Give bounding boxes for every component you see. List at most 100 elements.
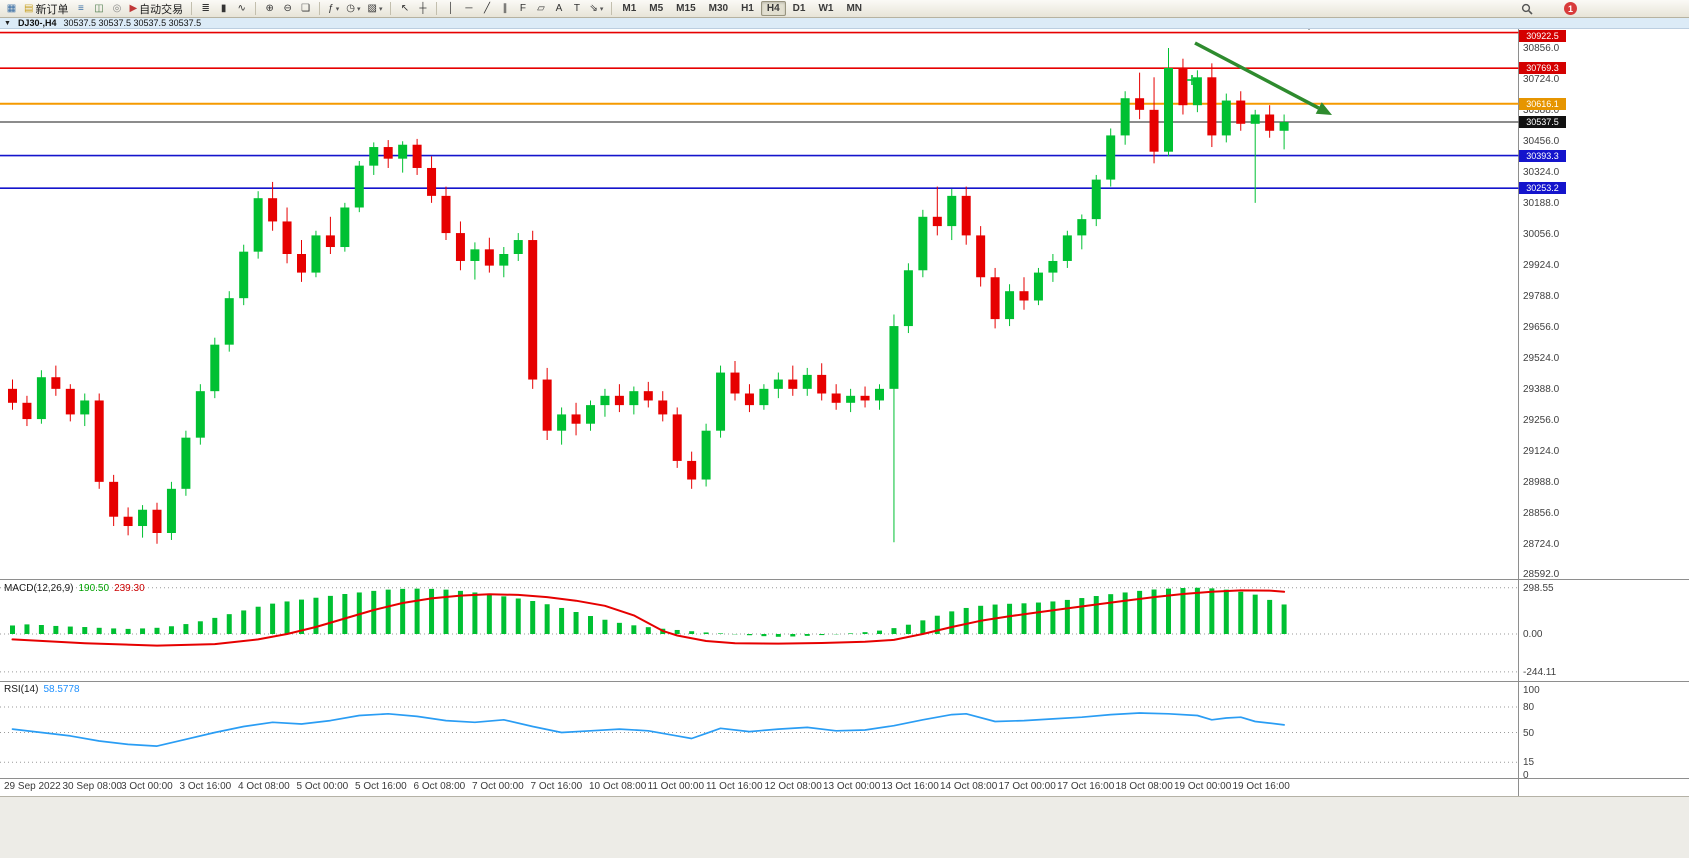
candle-body [528,240,538,380]
zoom-in-icon: ⊕ [265,2,274,14]
fibonacci-button[interactable]: F [514,1,531,16]
candle-body [398,144,408,159]
candle-body [297,253,306,273]
tile-windows-icon: ❏ [301,2,311,14]
indicators-button[interactable]: ƒ ▾ [325,1,342,16]
candle-body [412,144,422,168]
timeframe-m15-button[interactable]: M15 [670,1,701,16]
cursor-icon: ↖ [400,2,410,14]
timeframe-h1-button[interactable]: H1 [735,1,760,16]
periods-button[interactable]: ◷ ▾ [343,1,363,16]
templates-button[interactable]: ▧ ▾ [364,1,385,16]
toolbar-separator [191,2,193,15]
periods-icon: ◷ [346,2,355,14]
timeframe-m1-button[interactable]: M1 [616,1,642,16]
new-order-icon: ▤ [24,2,34,14]
candle-body [224,298,234,345]
candlestick-button[interactable]: ▮ [215,1,232,16]
toolbar-separator [319,2,321,15]
notification-badge[interactable]: 1 [1564,2,1577,15]
candle-body [1048,260,1058,273]
text-button[interactable]: A [550,1,567,16]
search-icon [1521,3,1533,15]
candle-body [773,379,783,389]
candle-body [961,195,971,236]
candle-body [123,516,133,527]
candle-body [586,405,595,424]
rsi-line [11,712,1285,747]
zoom-out-button[interactable]: ⊖ [279,1,296,16]
autotrade-button[interactable]: ▶ 自动交易 [126,1,186,16]
cursor-button[interactable]: ↖ [396,1,413,16]
timeframe-toolbar: M1 M5 M15 M30 H1 H4 D1 W1 MN [616,1,868,16]
chart-symbol-period: DJ30-,H4 [17,18,57,28]
charts-icon: ▦ [6,2,17,14]
timeframe-m5-button[interactable]: M5 [643,1,669,16]
candle-body [94,400,104,482]
new-order-button[interactable]: ▤ 新订单 [21,1,71,16]
charts-button[interactable]: ▦ [3,1,20,16]
tile-windows-button[interactable]: ❏ [297,1,314,16]
candle-body [1005,291,1015,320]
data-window-button[interactable]: ◫ [90,1,107,16]
candle-body [1164,67,1173,152]
arrows-icon: ⇘ [589,2,598,14]
toolbar-button-group: ▦ ▤ 新订单 ≡ ◫ ◎ ▶ 自动交易 ≣ ▮ ∿ ⊕ ⊖ ❏ ƒ ▾ ◷ ▾ ▧ ▾ ↖ ┼ │ ─ ╱ ∥ F ▱ A T ⇘ ▾ [3,1,616,16]
timeframe-h4-button[interactable]: H4 [760,1,786,16]
trend-arrow-line[interactable] [1194,41,1320,110]
channel-button[interactable]: ∥ [496,1,513,16]
line-chart-button[interactable]: ∿ [233,1,250,16]
collapse-chart-icon[interactable]: ▼ [4,19,11,27]
candle-body [1135,98,1145,110]
chart-background[interactable] [0,29,1689,797]
line-chart-icon: ∿ [237,2,246,14]
candle-body [499,253,509,266]
candle-body [268,198,278,222]
textlabel-button[interactable]: T [568,1,585,16]
navigator-button[interactable]: ◎ [108,1,125,16]
candle-body [1250,114,1260,124]
window-bottom-strip [0,797,1689,858]
candle-body [1106,135,1116,180]
candle-body [990,277,1000,320]
candle-body [918,216,928,271]
candle-body [253,198,263,252]
horizontal-line-button[interactable]: ─ [460,1,477,16]
timeframe-d1-button[interactable]: D1 [787,1,812,16]
trend-arrow-head[interactable] [1315,102,1332,115]
vertical-line-button[interactable]: │ [442,1,459,16]
main-toolbar: ▦ ▤ 新订单 ≡ ◫ ◎ ▶ 自动交易 ≣ ▮ ∿ ⊕ ⊖ ❏ ƒ ▾ ◷ ▾ ▧ ▾ ↖ ┼ │ ─ ╱ ∥ F ▱ A T ⇘ ▾ M1… [0,0,1689,18]
shapes-button[interactable]: ▱ [532,1,549,16]
candle-body [788,379,798,389]
candle-body [643,391,653,401]
trendline-button[interactable]: ╱ [478,1,495,16]
timeframe-w1-button[interactable]: W1 [812,1,839,16]
candle-body [354,165,364,208]
chart-title-bar: ▼ DJ30-,H4 30537.5 30537.5 30537.5 30537… [0,18,1689,29]
candle-body [846,395,856,403]
templates-icon: ▧ [367,2,377,14]
autotrade-icon: ▶ [129,2,138,14]
crosshair-button[interactable]: ┼ [414,1,431,16]
timeframe-mn-button[interactable]: MN [840,1,868,16]
zoom-in-button[interactable]: ⊕ [261,1,278,16]
candle-body [672,414,682,461]
candle-body [152,509,162,533]
candle-body [903,270,913,327]
timeframe-m30-button[interactable]: M30 [703,1,734,16]
search-button[interactable] [1515,0,1538,17]
candle-body [65,388,75,415]
candle-body [701,430,711,480]
candle-body [1033,272,1043,301]
bar-chart-button[interactable]: ≣ [197,1,214,16]
candle-body [802,374,812,389]
candle-body [1077,219,1087,236]
arrows-button[interactable]: ⇘ ▾ [586,1,606,16]
data-window-icon: ◫ [94,2,104,14]
candle-body [80,400,90,415]
candlestick-icon: ▮ [220,2,227,14]
zoom-out-icon: ⊖ [283,2,292,14]
market-watch-button[interactable]: ≡ [72,1,89,16]
candle-body [947,195,957,227]
